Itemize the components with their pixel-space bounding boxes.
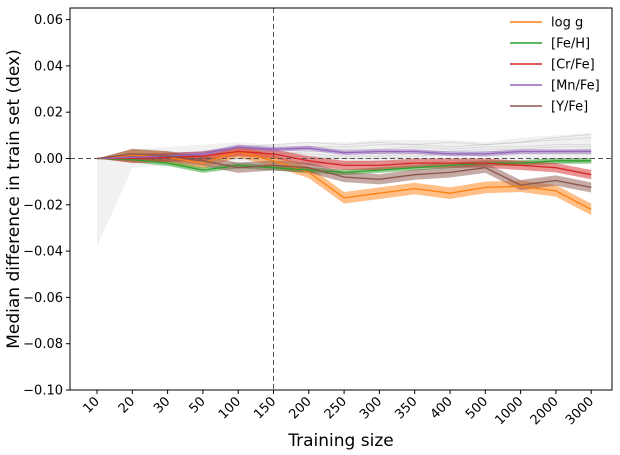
x-tick-label: 500	[463, 394, 491, 422]
y-tick-label: −0.08	[23, 337, 63, 352]
y-axis-ticks: 0.06 0.04 0.02 0.00 −0.02 −0.04 −0.06 −0.08 −0.1…	[23, 13, 70, 399]
x-tick-label: 50	[186, 394, 208, 416]
y-tick-label: −0.06	[23, 291, 63, 306]
x-axis-title: Training size	[287, 431, 393, 451]
x-axis-ticks: 10 20 30 50 100 150 200 250 300 350 400 500 1000 2000…	[81, 390, 597, 428]
series-line-layer	[96, 146, 592, 210]
y-tick-label: 0.04	[34, 59, 63, 74]
legend-label-4: [Y/Fe]	[551, 100, 588, 115]
legend-label-0: log g	[551, 16, 583, 31]
legend-label-1: [Fe/H]	[551, 37, 590, 52]
y-tick-label: 0.06	[34, 13, 63, 28]
plot-frame	[69, 7, 613, 391]
x-tick-label: 10	[81, 394, 103, 416]
legend: log g [Fe/H] [Cr/Fe] [Mn/Fe] [Y/Fe]	[510, 16, 600, 115]
legend-label-3: [Mn/Fe]	[551, 79, 600, 94]
series-line-4	[96, 153, 592, 189]
x-tick-label: 3000	[563, 394, 597, 428]
band-2	[97, 146, 592, 180]
y-tick-label: −0.04	[23, 245, 63, 260]
x-tick-label: 300	[357, 394, 385, 422]
y-tick-label: 0.02	[34, 106, 63, 121]
x-tick-label: 400	[428, 394, 456, 422]
x-tick-label: 2000	[528, 394, 562, 428]
series-line-2	[97, 150, 592, 176]
x-tick-label: 30	[151, 394, 173, 416]
x-tick-label: 350	[392, 394, 420, 422]
x-tick-label: 100	[216, 394, 244, 422]
reference-lines-layer	[70, 8, 612, 390]
x-tick-label: 250	[322, 394, 350, 422]
y-tick-label: 0.00	[34, 152, 63, 167]
x-tick-label: 200	[286, 394, 314, 422]
y-axis-title: Median difference in train set (dex)	[4, 49, 24, 349]
y-tick-label: −0.10	[23, 384, 63, 399]
x-tick-label: 1000	[492, 394, 526, 428]
y-tick-label: −0.02	[23, 198, 63, 213]
series-line-1	[96, 157, 592, 174]
x-tick-label: 20	[116, 394, 138, 416]
series-line-3	[96, 146, 592, 160]
series-line-0	[96, 150, 592, 210]
band-4	[97, 148, 592, 193]
legend-label-2: [Cr/Fe]	[551, 58, 595, 73]
x-tick-label: 150	[251, 394, 279, 422]
